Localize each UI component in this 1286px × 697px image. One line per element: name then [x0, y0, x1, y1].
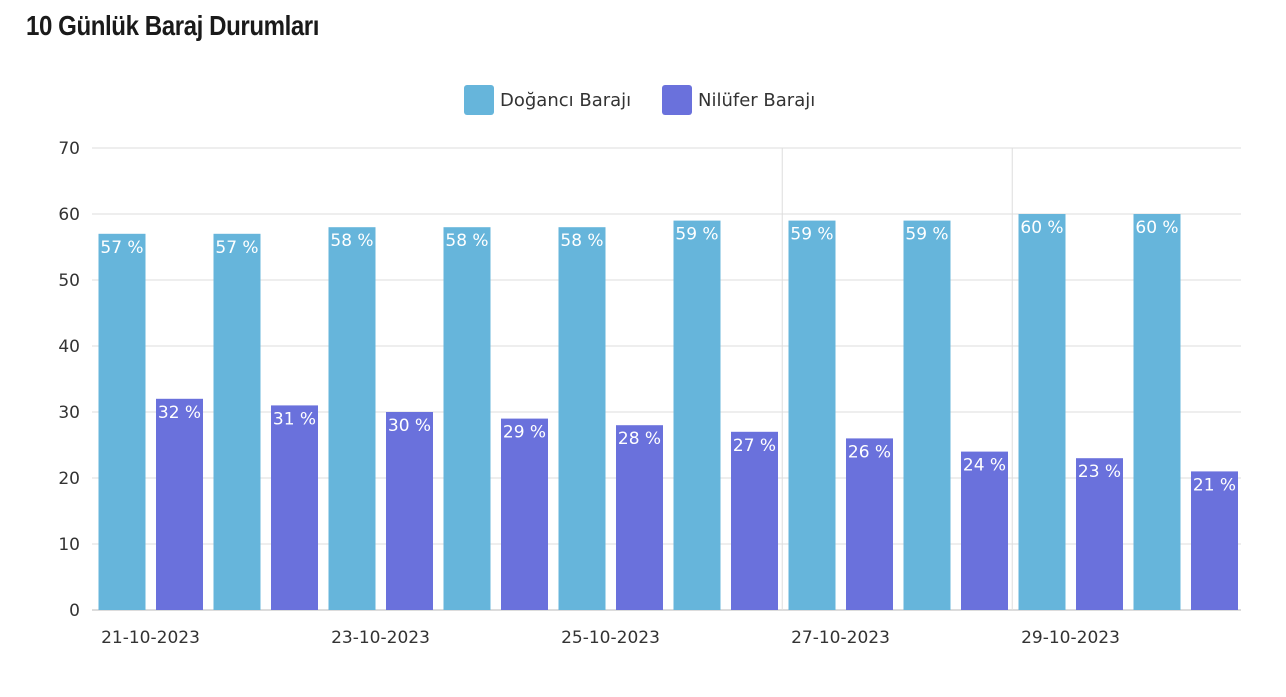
gridlines: [92, 147, 1241, 611]
bar-value-label: 27 %: [733, 436, 776, 456]
bar-dogan-6: [673, 220, 721, 610]
bar-value-label: 31 %: [273, 409, 316, 429]
vertical-gridlines: [781, 148, 1013, 610]
bar-value-label: 57 %: [215, 238, 258, 258]
chart-title: 10 Günlük Baraj Durumları: [26, 10, 320, 41]
x-tick-label: 23-10-2023: [331, 628, 430, 648]
legend: Doğancı Barajı Nilüfer Barajı: [464, 85, 815, 115]
bar-value-label: 21 %: [1193, 475, 1236, 495]
y-tick-label: 30: [58, 403, 80, 423]
bar-value-label: 57 %: [100, 238, 143, 258]
y-tick-label: 20: [58, 469, 80, 489]
bar-dogan-10: [1133, 214, 1181, 610]
x-tick-label: 21-10-2023: [101, 628, 200, 648]
bar-value-label: 23 %: [1078, 462, 1121, 482]
bar-value-label: 58 %: [330, 231, 373, 251]
bar-nilufer-3: [386, 412, 433, 610]
bar-dogan-1: [98, 233, 146, 611]
legend-label: Doğancı Barajı: [500, 90, 631, 111]
bar-nilufer-2: [271, 405, 318, 610]
bar-value-label: 28 %: [618, 429, 661, 449]
bar-value-label: 26 %: [848, 442, 891, 462]
bar-dogan-9: [1018, 214, 1066, 610]
y-tick-label: 10: [58, 535, 80, 555]
bar-value-label: 59 %: [905, 225, 948, 245]
bar-labels: 57 % 32 % 57 % 31 % 58 % 30 % 58 % 29 % 58 % 28 %…: [100, 218, 1236, 495]
y-axis: 0 10 20 30 40 50 60 70: [58, 139, 80, 621]
bar-value-label: 24 %: [963, 456, 1006, 476]
y-tick-label: 0: [69, 601, 80, 621]
bar-value-label: 29 %: [503, 423, 546, 443]
bar-nilufer-5: [616, 425, 663, 610]
bar-nilufer-1: [156, 398, 203, 610]
x-tick-label: 25-10-2023: [561, 628, 660, 648]
bar-nilufer-6: [731, 431, 778, 610]
x-tick-label: 29-10-2023: [1021, 628, 1120, 648]
legend-swatch: [662, 85, 692, 115]
bar-dogan-7: [788, 220, 836, 610]
bar-value-label: 32 %: [158, 403, 201, 423]
x-axis: 21-10-2023 23-10-2023 25-10-2023 27-10-2023…: [101, 628, 1120, 648]
bar-dogan-5: [558, 227, 606, 610]
bar-nilufer-7: [846, 438, 893, 610]
bar-value-label: 58 %: [445, 231, 488, 251]
bar-value-label: 58 %: [560, 231, 603, 251]
bar-dogan-2: [213, 233, 261, 611]
bar-nilufer-9: [1076, 458, 1123, 610]
bar-value-label: 59 %: [790, 225, 833, 245]
legend-swatch: [464, 85, 494, 115]
y-tick-label: 60: [58, 205, 80, 225]
y-tick-label: 50: [58, 271, 80, 291]
bar-dogan-4: [443, 227, 491, 610]
bar-nilufer-4: [501, 418, 548, 610]
bar-value-label: 60 %: [1135, 218, 1178, 238]
x-tick-label: 27-10-2023: [791, 628, 890, 648]
bar-value-label: 60 %: [1020, 218, 1063, 238]
bar-nilufer-10: [1191, 471, 1238, 610]
bar-nilufer-8: [961, 451, 1008, 610]
y-tick-label: 40: [58, 337, 80, 357]
bar-dogan-8: [903, 220, 951, 610]
bar-dogan-3: [328, 227, 376, 610]
bar-value-label: 59 %: [675, 225, 718, 245]
bars: [98, 214, 1238, 611]
legend-label: Nilüfer Barajı: [698, 90, 815, 111]
y-tick-label: 70: [58, 139, 80, 159]
bar-value-label: 30 %: [388, 416, 431, 436]
